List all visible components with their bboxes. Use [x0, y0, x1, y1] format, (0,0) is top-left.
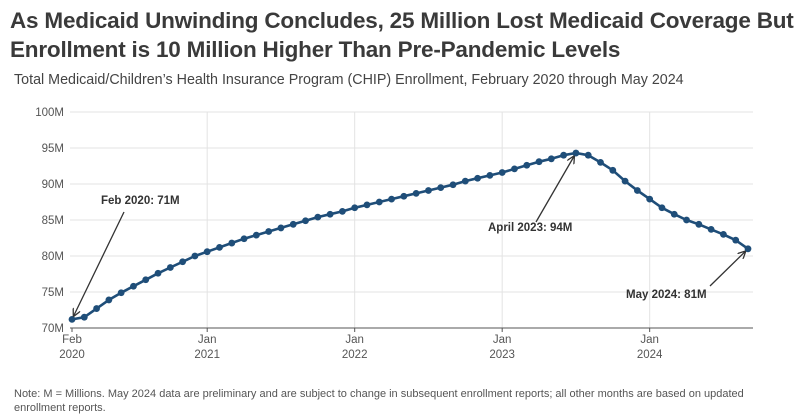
data-point [240, 235, 248, 243]
data-point [658, 204, 666, 212]
y-tick-label: 100M [35, 107, 64, 119]
data-point [314, 213, 322, 221]
data-point [535, 158, 543, 166]
data-point [142, 276, 150, 284]
data-point [203, 248, 211, 256]
annotation-arrow [709, 252, 745, 287]
data-point [584, 151, 592, 159]
y-tick-label: 85M [42, 215, 64, 227]
data-point [695, 220, 703, 228]
gridlines [70, 111, 753, 328]
data-point [80, 313, 88, 321]
data-point [412, 189, 420, 197]
chart-title: As Medicaid Unwinding Concludes, 25 Mill… [10, 8, 794, 62]
x-tick-label: 2021 [194, 349, 220, 361]
annotations: Feb 2020: 71M April 2023: 94M May 2024: 81… [74, 157, 745, 316]
data-point [154, 269, 162, 277]
data-point [166, 264, 174, 271]
data-point [339, 207, 346, 215]
annotation-label: April 2023: 94M [488, 222, 572, 234]
data-point [523, 161, 531, 169]
data-point [425, 187, 432, 194]
data-point [597, 159, 604, 166]
x-tick-label: 2020 [59, 349, 85, 361]
data-point [474, 174, 481, 182]
data-point [498, 169, 506, 176]
chart-note: Note: M = Millions. May 2024 data are pr… [14, 388, 744, 414]
y-tick-label: 90M [42, 179, 64, 191]
data-point [388, 195, 395, 203]
data-point [289, 220, 297, 228]
data-point [252, 231, 260, 239]
data-point [93, 305, 100, 312]
annotation-arrow [535, 157, 574, 223]
data-point [732, 236, 740, 244]
x-tick-label: 2022 [342, 349, 368, 361]
data-point [228, 239, 236, 247]
data-point [707, 225, 715, 233]
chart-subtitle: Total Medicaid/Children’s Health Insuran… [14, 72, 684, 88]
x-tick-label: Feb [62, 334, 82, 346]
data-point [68, 315, 76, 323]
series-total-enrollment [68, 149, 752, 323]
data-point [744, 245, 752, 253]
y-tick-label: 80M [42, 251, 64, 263]
x-tick-label: 2023 [489, 349, 515, 361]
data-point [265, 228, 273, 235]
data-point [216, 243, 223, 251]
annotation-label: May 2024: 81M [626, 289, 707, 301]
data-point [511, 165, 518, 173]
data-point [633, 187, 641, 194]
x-tick-label: Jan [345, 334, 364, 346]
data-point [351, 204, 359, 212]
data-point [449, 181, 457, 189]
data-point [437, 184, 445, 192]
data-point [547, 155, 555, 163]
y-tick-label: 75M [42, 287, 64, 299]
data-point [105, 296, 113, 304]
data-point [461, 177, 469, 185]
data-point [179, 258, 187, 266]
data-point [646, 195, 654, 203]
annotation-arrow [74, 211, 125, 316]
data-point [302, 217, 309, 225]
data-point [609, 166, 617, 174]
data-point [375, 198, 383, 206]
data-point [363, 201, 371, 209]
data-point [670, 210, 678, 218]
y-tick-label: 70M [42, 323, 64, 335]
y-tick-label: 95M [42, 143, 64, 155]
data-point [326, 210, 334, 218]
y-axis: 70M 75M 80M 85M 90M 95M 100M [35, 107, 64, 335]
x-tick-label: Jan [493, 334, 512, 346]
data-point [621, 177, 629, 185]
data-point [400, 192, 408, 200]
data-point [117, 289, 125, 297]
x-tick-label: Jan [198, 334, 217, 346]
data-point [191, 252, 199, 260]
x-tick-label: 2024 [637, 349, 663, 361]
annotation-label: Feb 2020: 71M [101, 195, 180, 207]
data-point [683, 216, 690, 224]
data-point [572, 149, 580, 157]
data-point [560, 151, 568, 159]
x-axis: Feb 2020 Jan 2021 Jan 2022 Jan 2023 Jan 2024 [59, 328, 663, 361]
data-point [720, 231, 727, 238]
data-point [277, 224, 285, 232]
data-point [130, 282, 137, 290]
x-tick-label: Jan [640, 334, 659, 346]
data-point [486, 171, 494, 179]
